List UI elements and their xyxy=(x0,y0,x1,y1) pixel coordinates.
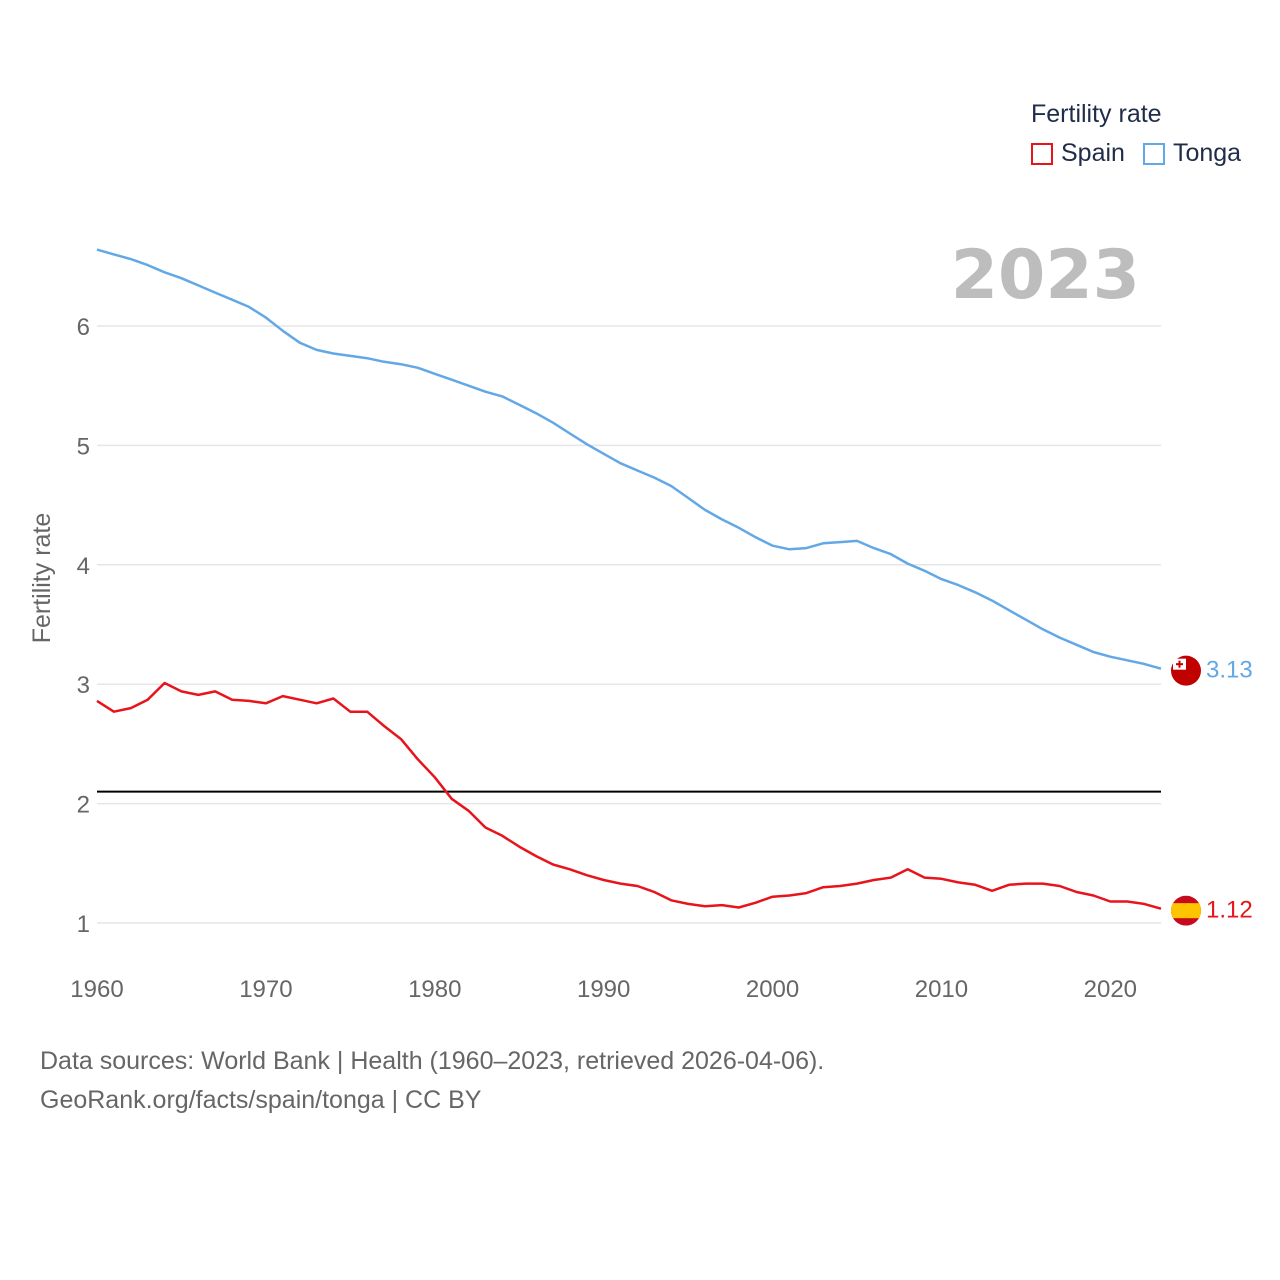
series-lines xyxy=(96,248,1162,910)
y-axis-ticks: 1 2 3 4 5 6 xyxy=(77,314,90,938)
legend-title: Fertility rate xyxy=(1031,100,1162,128)
legend-swatch-tonga xyxy=(1142,142,1165,165)
y-axis-title: Fertility rate xyxy=(28,513,56,644)
legend-label-spain: Spain xyxy=(1061,139,1125,167)
series-line-tonga xyxy=(96,248,1162,670)
data-source-text: Data sources: World Bank | Health (1960–… xyxy=(40,1047,825,1075)
flag-spain-icon xyxy=(1171,895,1201,926)
gridlines xyxy=(97,325,1161,924)
x-tick-label: 2010 xyxy=(915,976,968,1003)
y-tick-label: 3 xyxy=(77,672,90,699)
series-line-spain xyxy=(96,681,1162,910)
x-tick-label: 2020 xyxy=(1084,976,1137,1003)
legend-item-spain[interactable]: Spain xyxy=(1031,139,1125,168)
y-tick-label: 2 xyxy=(77,792,90,819)
legend-label-tonga: Tonga xyxy=(1172,139,1242,167)
x-tick-label: 1970 xyxy=(239,976,292,1003)
legend-item-tonga[interactable]: Tonga xyxy=(1142,139,1242,168)
footer: Data sources: World Bank | Health (1960–… xyxy=(40,1042,824,1120)
x-tick-label: 2000 xyxy=(746,976,799,1003)
legend: Fertility rate Spain Tonga xyxy=(1031,100,1241,168)
x-tick-label: 1990 xyxy=(577,976,630,1003)
y-tick-label: 6 xyxy=(77,314,90,341)
x-tick-label: 1960 xyxy=(70,976,123,1003)
attribution-link[interactable]: GeoRank.org/facts/spain/tonga | CC BY xyxy=(40,1086,482,1114)
y-tick-label: 1 xyxy=(77,911,90,938)
flag-tonga-icon xyxy=(1171,655,1201,686)
end-markers: 1.12 3.13 xyxy=(1171,655,1253,926)
y-tick-label: 5 xyxy=(77,433,90,460)
legend-swatch-spain xyxy=(1031,142,1053,165)
y-tick-label: 4 xyxy=(77,553,90,580)
end-label-spain: 1.12 xyxy=(1206,897,1253,924)
x-axis-ticks: 1960 1970 1980 1990 2000 2010 2020 xyxy=(70,976,1137,1003)
end-label-tonga: 3.13 xyxy=(1206,657,1253,684)
x-tick-label: 1980 xyxy=(408,976,461,1003)
year-display: 2023 xyxy=(951,236,1140,315)
